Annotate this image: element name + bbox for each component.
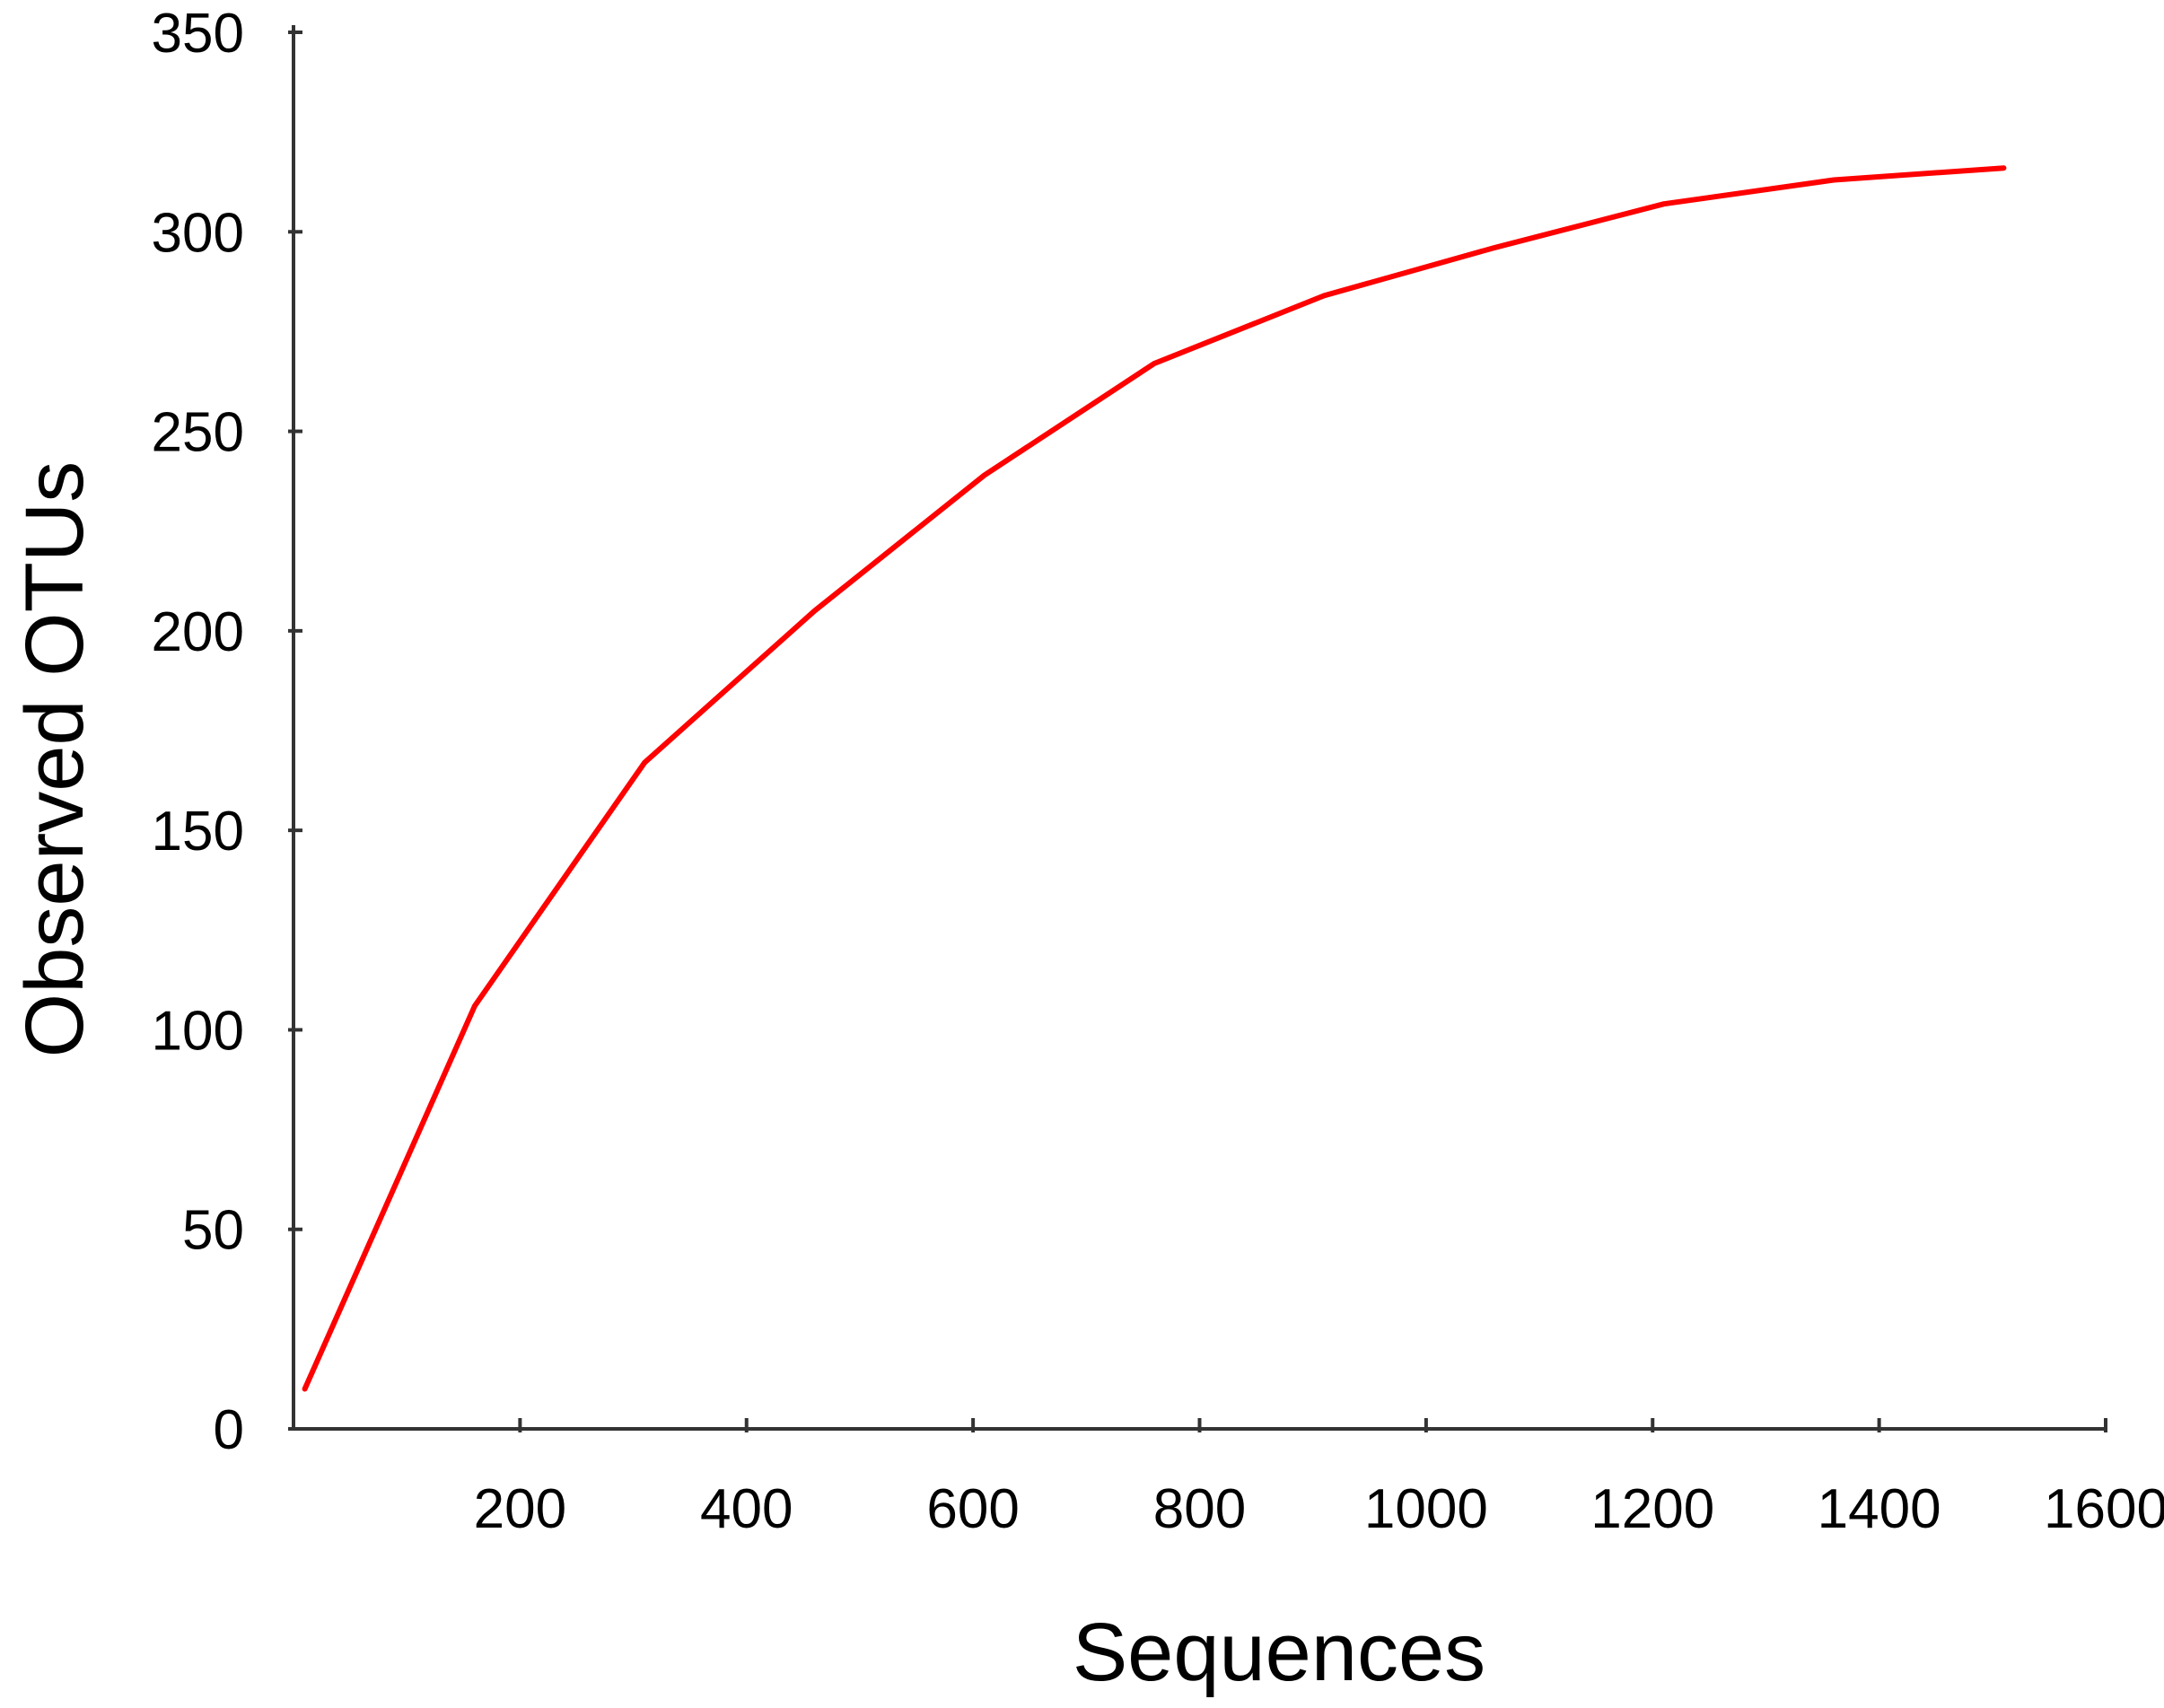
y-tick-label: 50 [182,1200,244,1262]
x-tick-label: 1000 [1364,1478,1488,1540]
x-axis-ticks: 200 400 600 800 1000 1200 1400 1600 [474,1418,2164,1540]
x-tick-label: 600 [926,1478,1019,1540]
y-tick-label: 100 [152,1000,244,1062]
y-axis-ticks: 0 50 100 150 200 250 300 350 [152,3,302,1461]
y-axis-title: Observed OTUs [9,461,101,1058]
y-tick-label: 350 [152,3,244,65]
x-axis-title: Sequences [1073,1607,1485,1698]
x-tick-label: 400 [700,1478,793,1540]
series-layer [302,165,2007,1392]
y-tick-label: 250 [152,402,244,464]
y-tick-label: 200 [152,601,244,663]
x-tick-label: 1600 [2044,1478,2164,1540]
y-tick-label: 300 [152,202,244,264]
series-line-1 [302,165,2007,1392]
x-tick-label: 800 [1153,1478,1246,1540]
y-tick-label: 0 [214,1399,244,1461]
y-tick-label: 150 [152,801,244,863]
x-tick-label: 1400 [1818,1478,1941,1540]
x-tick-label: 1200 [1590,1478,1714,1540]
x-tick-label: 200 [474,1478,566,1540]
